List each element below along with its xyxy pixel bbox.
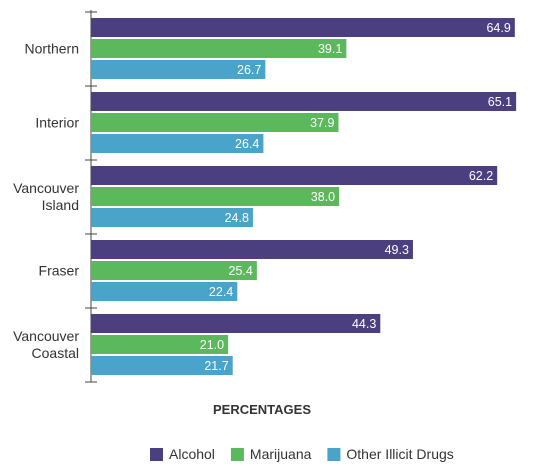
data-label: 21.0 [200, 338, 224, 352]
bar-alcohol-vancouver-island [91, 166, 498, 185]
bar-alcohol-northern [91, 18, 515, 37]
data-label: 65.1 [488, 95, 512, 109]
bar-marijuana-vancouver-island [91, 187, 340, 206]
data-label: 64.9 [486, 21, 510, 35]
data-label: 49.3 [385, 243, 409, 257]
category-labels: Northern Interior Vancouver Island Fraser Van… [13, 41, 79, 362]
bar-other-illicit-drugs-vancouver-coastal [91, 356, 233, 375]
legend-swatch-other-illicit-drugs [327, 448, 341, 461]
category-label: Interior [35, 115, 79, 131]
x-axis-label: PERCENTAGES [213, 402, 311, 417]
data-label: 62.2 [469, 169, 493, 183]
bar-other-illicit-drugs-northern [91, 60, 266, 79]
bar-alcohol-interior [91, 92, 517, 111]
data-label: 38.0 [311, 190, 335, 204]
bar-marijuana-fraser [91, 261, 257, 280]
bar-marijuana-vancouver-coastal [91, 335, 229, 354]
legend-label-other-illicit-drugs: Other Illicit Drugs [346, 446, 453, 462]
data-label: 37.9 [310, 116, 334, 130]
bar-alcohol-fraser [91, 240, 413, 259]
legend-swatch-alcohol [150, 448, 163, 461]
data-label: 21.7 [204, 359, 228, 373]
bars-layer: 64.9 39.1 26.7 65.1 37.9 26.4 62.2 38.0 24.8 49.3… [91, 18, 517, 375]
category-label: Vancouver Coastal [13, 328, 79, 361]
bar-marijuana-northern [91, 39, 347, 58]
data-label: 39.1 [318, 42, 342, 56]
bar-other-illicit-drugs-vancouver-island [91, 208, 253, 227]
bar-marijuana-interior [91, 113, 339, 132]
category-label: Vancouver Island [13, 180, 79, 213]
bar-other-illicit-drugs-interior [91, 134, 264, 153]
legend-swatch-marijuana [230, 448, 244, 461]
bar-other-illicit-drugs-fraser [91, 282, 238, 301]
legend-label-marijuana: Marijuana [250, 446, 312, 462]
category-label: Northern [25, 41, 79, 57]
category-label: Fraser [39, 263, 80, 279]
legend: Alcohol Marijuana Other Illicit Drugs [150, 446, 454, 462]
data-label: 26.7 [237, 63, 261, 77]
data-label: 25.4 [229, 264, 253, 278]
data-label: 26.4 [235, 137, 259, 151]
data-label: 44.3 [352, 317, 376, 331]
bar-alcohol-vancouver-coastal [91, 314, 381, 333]
data-label: 24.8 [225, 211, 249, 225]
legend-label-alcohol: Alcohol [169, 446, 215, 462]
data-label: 22.4 [209, 285, 233, 299]
